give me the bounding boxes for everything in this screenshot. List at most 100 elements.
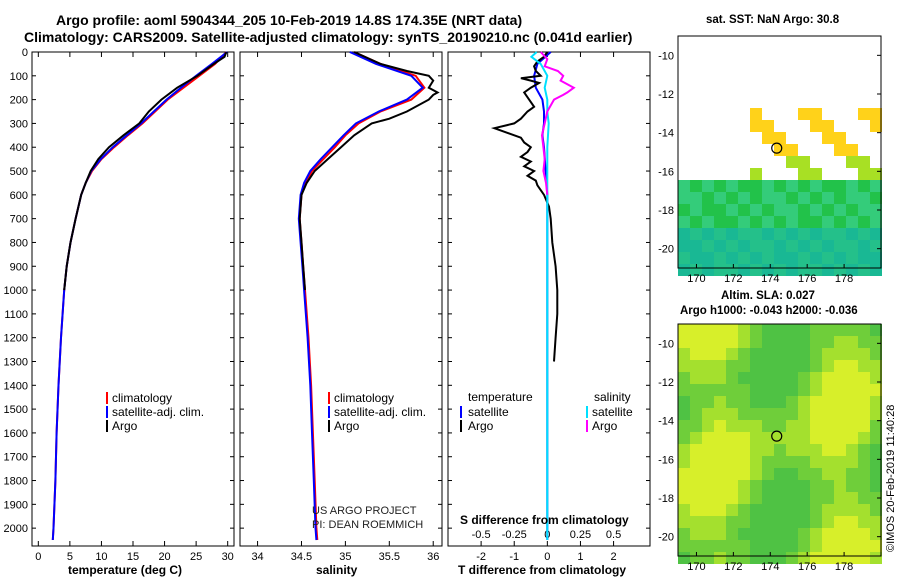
sla-cell bbox=[822, 516, 834, 528]
sst-cell bbox=[798, 168, 810, 180]
sla-cell bbox=[786, 444, 798, 456]
sla-cell bbox=[762, 420, 774, 432]
sla-cell bbox=[726, 504, 738, 516]
sla-cell bbox=[822, 456, 834, 468]
depth-tick-label: 0 bbox=[22, 47, 28, 59]
sst-cell bbox=[798, 252, 810, 264]
sst-cell bbox=[870, 108, 882, 120]
sst-cell bbox=[810, 108, 822, 120]
sst-cell bbox=[786, 252, 798, 264]
sst-cell bbox=[750, 204, 762, 216]
map-x-tick-label: 174 bbox=[761, 561, 779, 573]
map-x-tick-label: 176 bbox=[798, 561, 816, 573]
sla-cell bbox=[786, 540, 798, 552]
sla-cell bbox=[702, 468, 714, 480]
sla-cell bbox=[738, 480, 750, 492]
sla-cell bbox=[750, 420, 762, 432]
sst-cell bbox=[774, 180, 786, 192]
sst-cell bbox=[798, 108, 810, 120]
sst-cell bbox=[690, 252, 702, 264]
sla-cell bbox=[690, 348, 702, 360]
x-tick-label: 34 bbox=[251, 551, 263, 563]
sla-cell bbox=[738, 456, 750, 468]
map-y-tick-label: -20 bbox=[658, 244, 674, 256]
sst-cell bbox=[726, 192, 738, 204]
sla-cell bbox=[810, 552, 822, 564]
sla-cell bbox=[750, 444, 762, 456]
sst-cell bbox=[714, 240, 726, 252]
sla-cell bbox=[762, 540, 774, 552]
sla-cell bbox=[690, 540, 702, 552]
series-line-argo bbox=[63, 51, 228, 291]
sla-cell bbox=[750, 432, 762, 444]
sst-cell bbox=[834, 204, 846, 216]
sla-cell bbox=[678, 324, 690, 336]
sla-cell bbox=[750, 360, 762, 372]
sla-cell bbox=[714, 552, 726, 564]
sla-cell bbox=[786, 432, 798, 444]
sst-cell bbox=[858, 180, 870, 192]
sla-cell bbox=[750, 408, 762, 420]
sla-cell bbox=[750, 336, 762, 348]
sst-cell bbox=[846, 240, 858, 252]
sla-cell bbox=[834, 504, 846, 516]
sla-cell bbox=[690, 444, 702, 456]
sla-cell bbox=[870, 348, 882, 360]
sst-cell bbox=[762, 180, 774, 192]
sla-cell bbox=[846, 444, 858, 456]
sla-cell bbox=[834, 480, 846, 492]
legend-s-argo-label: Argo bbox=[592, 419, 618, 433]
sla-cell bbox=[858, 456, 870, 468]
sst-cell bbox=[678, 264, 690, 276]
sla-cell bbox=[786, 360, 798, 372]
sla-cell bbox=[738, 324, 750, 336]
sla-cell bbox=[834, 528, 846, 540]
sla-cell bbox=[870, 516, 882, 528]
sla-cell bbox=[774, 384, 786, 396]
sst-cell bbox=[750, 168, 762, 180]
sst-cell bbox=[798, 240, 810, 252]
sla-cell bbox=[798, 360, 810, 372]
sst-cell bbox=[870, 264, 882, 276]
map-y-tick-label: -10 bbox=[658, 338, 674, 350]
legend-t-argo-label: Argo bbox=[468, 419, 494, 433]
sst-cell bbox=[702, 228, 714, 240]
sla-cell bbox=[858, 492, 870, 504]
sla-cell bbox=[714, 432, 726, 444]
sla-cell bbox=[702, 360, 714, 372]
sst-cell bbox=[834, 252, 846, 264]
sla-cell bbox=[738, 492, 750, 504]
sla-cell bbox=[858, 372, 870, 384]
sla-cell bbox=[702, 420, 714, 432]
sst-cell bbox=[798, 228, 810, 240]
sst-cell bbox=[774, 192, 786, 204]
sla-cell bbox=[774, 372, 786, 384]
sla-cell bbox=[870, 504, 882, 516]
depth-tick-label: 1000 bbox=[4, 285, 28, 297]
sla-cell bbox=[762, 528, 774, 540]
sst-cell bbox=[822, 192, 834, 204]
legend-satellite-label: satellite-adj. clim. bbox=[334, 405, 426, 419]
sst-cell bbox=[750, 120, 762, 132]
x-tick-label: 10 bbox=[95, 551, 107, 563]
sla-cell bbox=[822, 444, 834, 456]
sst-cell bbox=[786, 192, 798, 204]
sla-cell bbox=[834, 468, 846, 480]
sla-cell bbox=[846, 408, 858, 420]
sla-cell bbox=[810, 432, 822, 444]
sla-cell bbox=[678, 432, 690, 444]
sla-cell bbox=[834, 372, 846, 384]
sst-cell bbox=[774, 144, 786, 156]
sla-cell bbox=[738, 540, 750, 552]
sla-cell bbox=[846, 552, 858, 564]
sla-cell bbox=[762, 324, 774, 336]
sst-cell bbox=[870, 228, 882, 240]
sst-cell bbox=[846, 252, 858, 264]
sst-cell bbox=[822, 240, 834, 252]
sla-cell bbox=[798, 528, 810, 540]
depth-tick-label: 1200 bbox=[4, 333, 28, 345]
sst-cell bbox=[858, 108, 870, 120]
sla-cell bbox=[738, 516, 750, 528]
sst-cell bbox=[702, 192, 714, 204]
sla-cell bbox=[846, 396, 858, 408]
